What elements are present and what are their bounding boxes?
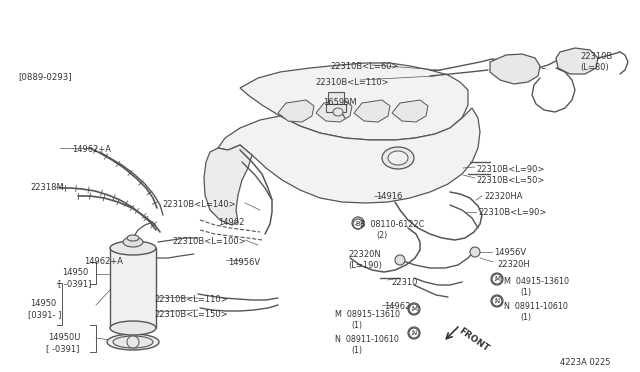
Ellipse shape — [127, 235, 139, 241]
Text: 22310B: 22310B — [580, 52, 612, 61]
Text: N: N — [494, 298, 500, 304]
Text: (L=190): (L=190) — [348, 261, 382, 270]
Polygon shape — [278, 100, 314, 122]
Bar — [110, 248, 156, 328]
Text: M: M — [494, 276, 500, 282]
Polygon shape — [490, 54, 540, 84]
Ellipse shape — [110, 321, 156, 335]
Text: 14962: 14962 — [218, 218, 244, 227]
Text: 22310B<L=50>: 22310B<L=50> — [476, 176, 545, 185]
Text: 22310B<L=90>: 22310B<L=90> — [476, 165, 545, 174]
Ellipse shape — [123, 237, 143, 247]
Text: (1): (1) — [351, 321, 362, 330]
Text: B: B — [356, 221, 360, 227]
Text: (2): (2) — [376, 231, 387, 240]
Text: 14916: 14916 — [376, 192, 403, 201]
Text: (1): (1) — [520, 313, 531, 322]
Text: 14950: 14950 — [30, 299, 56, 308]
Text: 4223A 0225: 4223A 0225 — [560, 358, 611, 367]
Text: 14962+A: 14962+A — [84, 257, 123, 266]
Text: 22310B<L=100>: 22310B<L=100> — [172, 237, 246, 246]
Text: M  08915-13610: M 08915-13610 — [335, 310, 400, 319]
Text: 22310B<L=110>: 22310B<L=110> — [154, 295, 228, 304]
Polygon shape — [392, 100, 428, 122]
Circle shape — [395, 255, 405, 265]
Text: 22310B<L=90>: 22310B<L=90> — [478, 208, 547, 217]
Polygon shape — [218, 108, 480, 203]
Text: 22318M: 22318M — [30, 183, 64, 192]
Ellipse shape — [110, 241, 156, 255]
Ellipse shape — [382, 147, 414, 169]
Text: 14950U: 14950U — [48, 333, 81, 342]
Text: 14956V: 14956V — [494, 248, 526, 257]
Ellipse shape — [113, 336, 153, 348]
Text: 22310B<L=150>: 22310B<L=150> — [154, 310, 228, 319]
Text: 22320N: 22320N — [348, 250, 381, 259]
Text: M  04915-13610: M 04915-13610 — [504, 277, 569, 286]
Ellipse shape — [333, 108, 343, 116]
Text: [ -0391]: [ -0391] — [46, 344, 79, 353]
Ellipse shape — [388, 151, 408, 165]
Polygon shape — [354, 100, 390, 122]
Text: 22310B<L=60>: 22310B<L=60> — [330, 62, 399, 71]
Ellipse shape — [107, 334, 159, 350]
Text: N: N — [412, 330, 417, 336]
Text: 22310B<L=140>: 22310B<L=140> — [162, 200, 236, 209]
Text: [0391- ]: [0391- ] — [28, 310, 61, 319]
Polygon shape — [240, 63, 468, 140]
Text: 22320HA: 22320HA — [484, 192, 522, 201]
Text: 22310: 22310 — [391, 278, 417, 287]
Text: 16599M: 16599M — [323, 98, 356, 107]
Text: N  08911-10610: N 08911-10610 — [335, 335, 399, 344]
Text: B  08110-6122C: B 08110-6122C — [360, 220, 424, 229]
Bar — [328, 92, 344, 104]
Text: [ -0391]: [ -0391] — [58, 279, 92, 288]
Text: M: M — [411, 306, 417, 312]
Text: (1): (1) — [351, 346, 362, 355]
Text: 14962: 14962 — [384, 302, 410, 311]
Text: 22310B<L=110>: 22310B<L=110> — [315, 78, 388, 87]
Circle shape — [127, 336, 139, 348]
Text: N  08911-10610: N 08911-10610 — [504, 302, 568, 311]
Text: (1): (1) — [520, 288, 531, 297]
Text: FRONT: FRONT — [457, 326, 490, 353]
Text: [0889-0293]: [0889-0293] — [18, 72, 72, 81]
Text: 14962+A: 14962+A — [72, 145, 111, 154]
Text: 14950: 14950 — [62, 268, 88, 277]
Polygon shape — [316, 100, 352, 122]
Bar — [326, 104, 346, 112]
Circle shape — [470, 247, 480, 257]
Polygon shape — [204, 145, 252, 225]
Text: 22320H: 22320H — [497, 260, 530, 269]
Text: 14956V: 14956V — [228, 258, 260, 267]
Text: (L=80): (L=80) — [580, 63, 609, 72]
Polygon shape — [556, 48, 598, 74]
